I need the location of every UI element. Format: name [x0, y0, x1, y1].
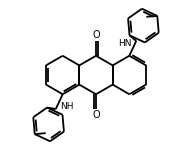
Text: HN: HN	[118, 39, 132, 48]
Text: O: O	[93, 30, 100, 40]
Text: O: O	[93, 110, 100, 120]
Text: NH: NH	[60, 102, 74, 111]
